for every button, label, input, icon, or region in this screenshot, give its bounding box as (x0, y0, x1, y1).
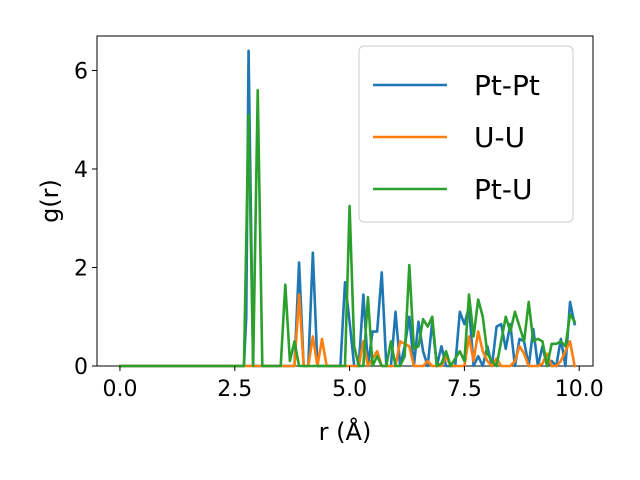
x-tick-label: 7.5 (447, 377, 482, 402)
ticks-layer: 0.0 2.5 5.0 7.5 10.0 0 2 4 6 (74, 59, 604, 402)
legend: Pt-Pt U-U Pt-U (358, 45, 574, 223)
x-tick-label: 0.0 (102, 377, 137, 402)
x-tick-label: 2.5 (217, 377, 252, 402)
x-tick-label: 10.0 (555, 377, 604, 402)
y-tick-label: 4 (74, 158, 88, 183)
legend-label-u-u: U-U (474, 121, 525, 154)
legend-box (358, 45, 574, 223)
legend-label-pt-pt: Pt-Pt (474, 69, 540, 102)
y-tick-label: 6 (74, 59, 88, 84)
y-tick-label: 2 (74, 256, 88, 281)
y-axis-label: g(r) (36, 179, 64, 223)
x-tick-label: 5.0 (332, 377, 367, 402)
legend-label-pt-u: Pt-U (474, 173, 532, 206)
series-line-pt-u (118, 88, 577, 368)
x-axis-label: r (Å) (319, 417, 372, 446)
y-tick-label: 0 (74, 355, 88, 380)
series-layer (118, 49, 577, 368)
